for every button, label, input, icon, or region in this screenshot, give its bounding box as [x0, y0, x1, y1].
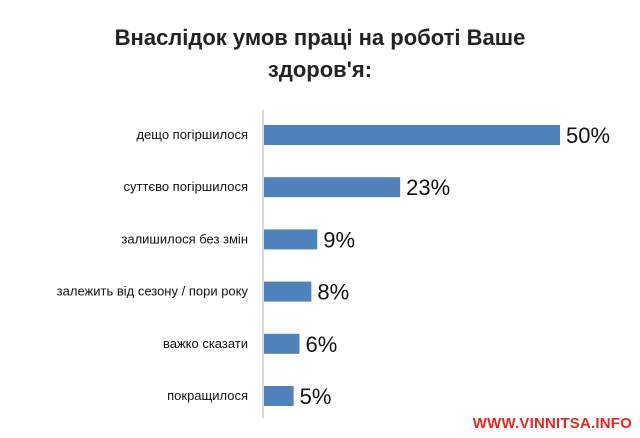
value-label-1: 50% [566, 123, 610, 148]
value-label-5: 6% [306, 332, 338, 357]
value-label-4: 8% [317, 280, 349, 305]
category-label-5: важко сказати [163, 336, 248, 351]
chart-title: Внаслідок умов праці на роботі Ваше здор… [114, 25, 526, 82]
value-label-2: 23% [406, 175, 450, 200]
category-label-2: суттєво погіршилося [124, 179, 248, 194]
bar-6 [264, 386, 294, 406]
bar-4 [264, 281, 312, 302]
bar-5 [264, 333, 300, 354]
category-label-3: залишилося без змін [121, 231, 248, 246]
category-label-1: дещо погіршилося [136, 127, 248, 142]
value-label-6: 5% [300, 384, 332, 409]
bar-1 [264, 125, 560, 145]
category-label-4: залежить від сезону / пори року [57, 284, 249, 299]
value-label-3: 9% [323, 227, 355, 252]
bar-2 [264, 177, 401, 198]
watermark: WWW.VINNITSA.INFO [472, 415, 632, 432]
bar-3 [264, 229, 318, 250]
category-label-6: покращилося [167, 388, 248, 403]
